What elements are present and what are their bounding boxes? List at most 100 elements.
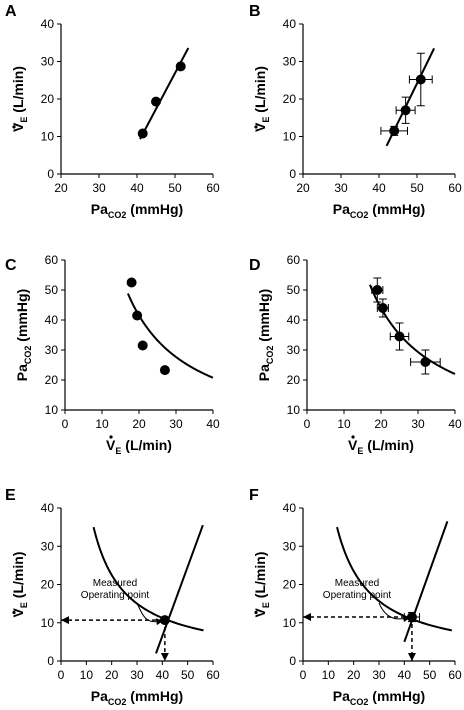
y-tick-label: 10: [45, 403, 59, 417]
data-point: [400, 105, 411, 116]
axis-label-unit: (mmHg): [368, 201, 425, 217]
x-tick-label: 0: [304, 417, 311, 431]
y-tick-label: 20: [287, 373, 301, 387]
overdot-icon: [12, 610, 16, 615]
x-tick-label: 40: [206, 417, 220, 431]
axis-label-subscript: CO2: [265, 346, 275, 365]
axis-label-subscript: E: [19, 117, 29, 123]
axis-label-unit: (mmHg): [368, 688, 425, 704]
x-tick-label: 50: [410, 181, 424, 195]
y-axis-label: VE (L/min): [252, 552, 271, 618]
annotation-arrowhead-icon: [155, 618, 163, 626]
y-tick-label: 40: [283, 501, 297, 515]
annotation-line-2: Operating point: [81, 590, 150, 601]
axis-label-unit: (L/min): [121, 437, 172, 453]
data-point: [159, 615, 170, 626]
y-tick-label: 60: [287, 253, 301, 267]
x-tick-label: 40: [398, 668, 412, 682]
y-tick-label: 40: [283, 17, 297, 31]
overdot-icon: [254, 125, 258, 129]
overdot-icon: [109, 435, 113, 439]
y-tick-label: 30: [283, 539, 297, 553]
x-tick-label: 40: [156, 668, 170, 682]
x-tick-label: 20: [347, 668, 361, 682]
x-axis-label: VE (L/min): [348, 437, 414, 456]
x-tick-label: 20: [374, 417, 388, 431]
x-tick-label: 0: [62, 417, 69, 431]
data-point: [137, 128, 148, 139]
x-tick-label: 0: [58, 668, 65, 682]
panel-letter: F: [249, 487, 259, 504]
axis-label-main: Pa: [333, 201, 350, 217]
y-axis-label: VE (L/min): [10, 66, 29, 132]
y-tick-label: 10: [41, 130, 55, 144]
axis-label-subscript: CO2: [108, 697, 127, 707]
y-tick-label: 30: [45, 343, 59, 357]
axis-label-main: V: [348, 437, 358, 453]
axis-label-main: V: [252, 607, 268, 617]
axis-label-subscript: E: [261, 117, 271, 123]
axis-label-subscript: E: [261, 602, 271, 608]
axis-label-subscript: E: [115, 446, 121, 456]
y-tick-label: 30: [41, 55, 55, 69]
x-tick-label: 10: [95, 417, 109, 431]
x-tick-label: 30: [411, 417, 425, 431]
y-tick-label: 40: [41, 501, 55, 515]
arrowhead-left-icon: [61, 616, 69, 625]
y-tick-label: 0: [47, 654, 54, 668]
data-point: [415, 74, 426, 85]
arrowhead-down-icon: [160, 653, 169, 661]
x-tick-label: 10: [80, 668, 94, 682]
y-axis-label: VE (L/min): [252, 66, 271, 132]
axis-label-main: Pa: [91, 688, 108, 704]
data-point: [132, 310, 143, 321]
fit-curve: [126, 293, 214, 379]
data-point: [126, 277, 137, 288]
data-point: [394, 331, 405, 342]
axis-label-unit: (L/min): [10, 552, 26, 603]
axis-label-unit: (mmHg): [14, 289, 30, 346]
y-tick-label: 50: [45, 283, 59, 297]
axis-label-unit: (mmHg): [126, 201, 183, 217]
y-tick-label: 10: [283, 616, 297, 630]
annotation-line-2: Operating point: [323, 590, 392, 601]
x-tick-label: 40: [372, 181, 386, 195]
y-tick-label: 10: [283, 130, 297, 144]
x-axis-label: PaCO2 (mmHg): [333, 201, 425, 220]
axis-label-main: Pa: [256, 364, 272, 381]
data-point: [372, 285, 383, 295]
x-axis-label: VE (L/min): [106, 437, 172, 456]
axis-label-main: V: [252, 122, 268, 132]
y-tick-label: 20: [283, 578, 297, 592]
panel-letter: C: [5, 257, 17, 274]
x-tick-label: 30: [372, 668, 386, 682]
axis-label-unit: (L/min): [252, 552, 268, 603]
y-tick-label: 20: [45, 373, 59, 387]
annotation-line-1: Measured: [335, 578, 379, 589]
y-tick-label: 10: [41, 616, 55, 630]
panel-letter: B: [249, 3, 261, 20]
axis-label-main: Pa: [91, 201, 108, 217]
x-tick-label: 40: [130, 181, 144, 195]
panel-a: A 20 30 40 50 60 0 10 20 30 40 PaCO2 (mmHg) VE (L/mi…: [5, 3, 220, 220]
data-point: [159, 365, 170, 376]
x-tick-label: 60: [206, 668, 220, 682]
x-axis-label: PaCO2 (mmHg): [91, 688, 183, 707]
y-tick-label: 30: [287, 343, 301, 357]
axis-label-unit: (L/min): [252, 66, 268, 117]
axis-label-subscript: CO2: [108, 210, 127, 220]
fit-curve: [336, 526, 453, 632]
axis-label-main: V: [106, 437, 116, 453]
axis-label-main: V: [10, 607, 26, 617]
x-tick-label: 20: [132, 417, 146, 431]
axis-label-unit: (mmHg): [256, 289, 272, 346]
panel-letter: A: [5, 3, 17, 20]
y-tick-label: 50: [287, 283, 301, 297]
overdot-icon: [351, 435, 355, 439]
y-tick-label: 40: [287, 313, 301, 327]
arrowhead-down-icon: [407, 653, 416, 661]
y-tick-label: 0: [289, 167, 296, 181]
x-axis-label: PaCO2 (mmHg): [91, 201, 183, 220]
